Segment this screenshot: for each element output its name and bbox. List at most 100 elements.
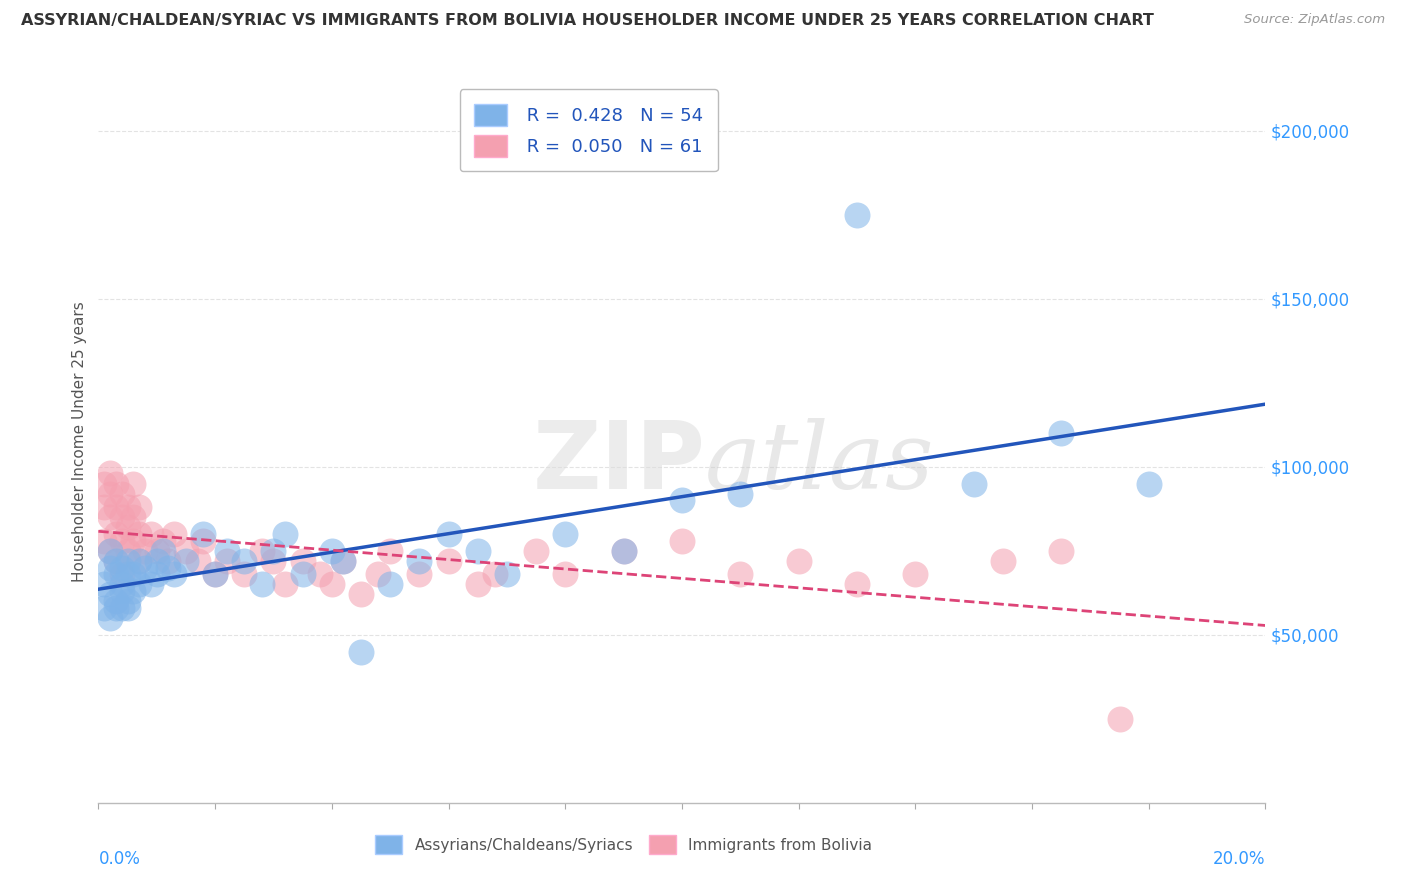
Point <box>152 533 174 548</box>
Point <box>117 554 139 568</box>
Point <box>139 577 162 591</box>
Point <box>117 543 139 558</box>
Text: Source: ZipAtlas.com: Source: ZipAtlas.com <box>1244 13 1385 27</box>
Point <box>134 560 156 574</box>
Point <box>98 543 121 558</box>
Point <box>437 527 460 541</box>
Point <box>104 554 127 568</box>
Point <box>524 543 547 558</box>
Text: 0.0%: 0.0% <box>98 850 141 868</box>
Text: ZIP: ZIP <box>533 417 706 509</box>
Point <box>484 567 506 582</box>
Point <box>204 567 226 582</box>
Point <box>111 584 134 599</box>
Point <box>98 510 121 524</box>
Point <box>467 577 489 591</box>
Point <box>157 554 180 568</box>
Point <box>93 500 115 514</box>
Point <box>1050 543 1073 558</box>
Point <box>309 567 332 582</box>
Point <box>250 543 273 558</box>
Point <box>350 587 373 601</box>
Point <box>98 543 121 558</box>
Point <box>122 533 145 548</box>
Point <box>380 577 402 591</box>
Point <box>904 567 927 582</box>
Point <box>93 476 115 491</box>
Point <box>467 543 489 558</box>
Point <box>408 554 430 568</box>
Point <box>787 554 810 568</box>
Point <box>104 567 127 582</box>
Point <box>233 567 256 582</box>
Point <box>350 644 373 658</box>
Point <box>321 577 343 591</box>
Y-axis label: Householder Income Under 25 years: Householder Income Under 25 years <box>72 301 87 582</box>
Point <box>128 500 150 514</box>
Point <box>332 554 354 568</box>
Point <box>730 567 752 582</box>
Point <box>408 567 430 582</box>
Point <box>111 567 134 582</box>
Point <box>104 600 127 615</box>
Point <box>104 476 127 491</box>
Point <box>146 554 169 568</box>
Point <box>122 567 145 582</box>
Point <box>93 577 115 591</box>
Point <box>991 554 1014 568</box>
Point <box>98 560 121 574</box>
Point <box>98 486 121 500</box>
Point <box>554 527 576 541</box>
Point <box>367 567 389 582</box>
Point <box>380 543 402 558</box>
Point <box>262 543 284 558</box>
Point <box>215 543 238 558</box>
Point <box>163 567 186 582</box>
Point <box>152 543 174 558</box>
Point <box>846 577 869 591</box>
Point <box>117 594 139 608</box>
Legend: Assyrians/Chaldeans/Syriacs, Immigrants from Bolivia: Assyrians/Chaldeans/Syriacs, Immigrants … <box>368 830 879 860</box>
Point <box>134 543 156 558</box>
Point <box>146 543 169 558</box>
Point <box>111 600 134 615</box>
Point <box>104 554 127 568</box>
Point <box>122 584 145 599</box>
Point <box>163 527 186 541</box>
Point <box>117 520 139 534</box>
Point <box>612 543 634 558</box>
Point <box>128 554 150 568</box>
Point <box>139 527 162 541</box>
Point <box>437 554 460 568</box>
Point <box>671 493 693 508</box>
Point <box>174 543 197 558</box>
Point <box>98 467 121 481</box>
Point <box>111 533 134 548</box>
Point <box>98 611 121 625</box>
Point <box>146 567 169 582</box>
Point <box>1108 712 1130 726</box>
Point <box>274 527 297 541</box>
Point <box>111 510 134 524</box>
Point <box>122 476 145 491</box>
Text: ASSYRIAN/CHALDEAN/SYRIAC VS IMMIGRANTS FROM BOLIVIA HOUSEHOLDER INCOME UNDER 25 : ASSYRIAN/CHALDEAN/SYRIAC VS IMMIGRANTS F… <box>21 13 1154 29</box>
Point <box>321 543 343 558</box>
Point <box>104 500 127 514</box>
Text: atlas: atlas <box>706 418 935 508</box>
Point <box>193 533 215 548</box>
Point <box>193 527 215 541</box>
Point <box>111 577 134 591</box>
Point <box>111 560 134 574</box>
Point <box>128 577 150 591</box>
Point <box>157 560 180 574</box>
Point <box>291 554 314 568</box>
Point <box>1137 476 1160 491</box>
Point <box>332 554 354 568</box>
Point <box>671 533 693 548</box>
Point <box>104 594 127 608</box>
Point <box>962 476 984 491</box>
Point <box>274 577 297 591</box>
Point <box>496 567 519 582</box>
Point <box>233 554 256 568</box>
Point <box>117 600 139 615</box>
